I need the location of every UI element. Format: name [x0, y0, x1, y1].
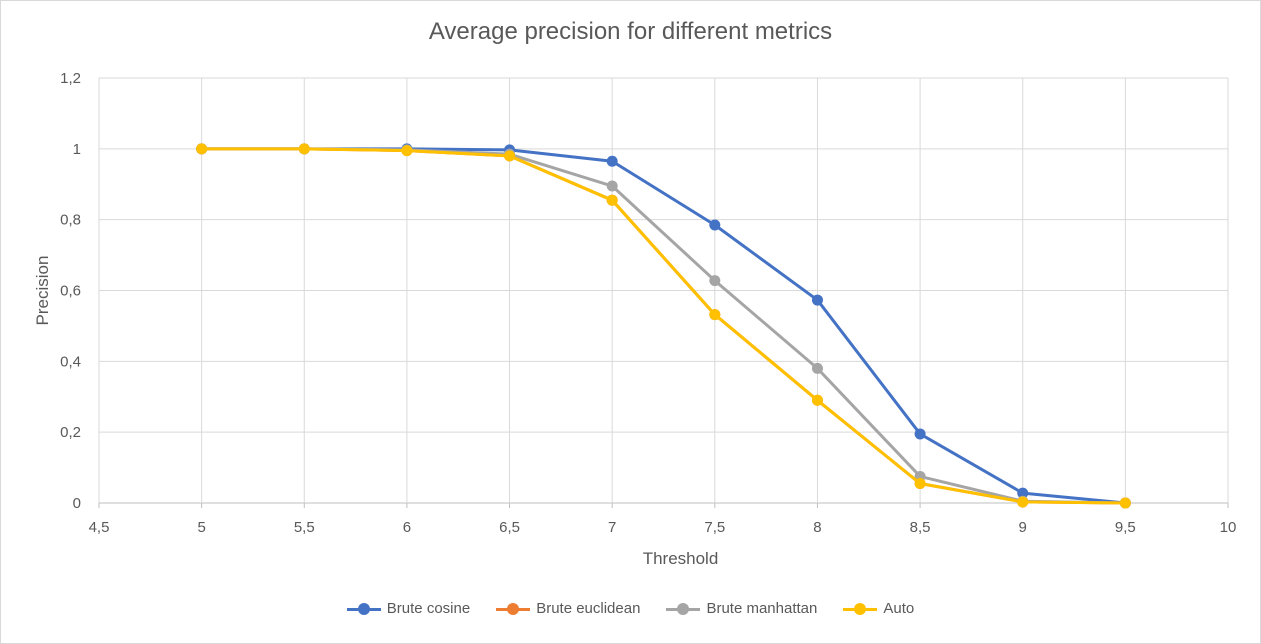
y-tick-label: 1 — [73, 141, 81, 158]
data-point-brute-cosine — [914, 428, 926, 440]
data-point-brute-manhattan — [811, 362, 823, 374]
data-point-auto — [298, 143, 310, 155]
data-point-brute-manhattan — [606, 180, 618, 192]
y-tick-label: 1,2 — [60, 70, 81, 87]
legend-swatch — [843, 602, 878, 615]
legend-item: Brute manhattan — [666, 600, 817, 617]
x-tick-label: 5,5 — [294, 519, 315, 536]
legend-label: Brute euclidean — [536, 600, 641, 617]
data-point-brute-cosine — [709, 219, 721, 231]
data-point-auto — [606, 194, 618, 206]
legend-item: Brute cosine — [346, 600, 471, 617]
data-point-auto — [1119, 497, 1131, 509]
x-tick-label: 9,5 — [1115, 519, 1136, 536]
legend: Brute cosine Brute euclidean Brute manhatt… — [0, 600, 1261, 617]
x-tick-label: 7,5 — [704, 519, 725, 536]
x-tick-label: 6 — [403, 519, 411, 536]
y-tick-label: 0,6 — [60, 283, 81, 300]
legend-swatch — [346, 602, 381, 615]
data-point-auto — [196, 143, 208, 155]
legend-label: Brute manhattan — [706, 600, 818, 617]
x-tick-label: 4,5 — [89, 519, 110, 536]
legend-label: Brute cosine — [386, 600, 471, 617]
series-line-brute-euclidean — [200, 147, 1127, 505]
data-point-brute-manhattan — [709, 275, 721, 287]
y-tick-label: 0 — [73, 495, 81, 512]
legend-swatch — [496, 602, 531, 615]
legend-item: Brute euclidean — [496, 600, 640, 617]
x-tick-label: 8 — [813, 519, 821, 536]
data-point-brute-cosine — [811, 294, 823, 306]
legend-swatch — [666, 602, 701, 615]
y-tick-label: 0,2 — [60, 424, 81, 441]
data-point-auto — [811, 394, 823, 406]
y-tick-label: 0,4 — [60, 353, 81, 370]
series-line-brute-cosine — [200, 147, 1127, 505]
x-tick-label: 5 — [197, 519, 205, 536]
x-axis-title: Threshold — [643, 549, 719, 568]
legend-item: Auto — [843, 600, 914, 617]
chart-title: Average precision for different metrics — [428, 18, 833, 45]
x-tick-label: 8,5 — [910, 519, 931, 536]
y-axis-title: Precision — [33, 256, 52, 326]
x-tick-label: 7 — [608, 519, 616, 536]
data-point-auto — [401, 145, 413, 157]
series-line-brute-manhattan — [200, 147, 1127, 505]
y-tick-label: 0,8 — [60, 212, 81, 229]
x-tick-label: 10 — [1220, 519, 1237, 536]
data-point-auto — [1017, 496, 1029, 508]
legend-label: Auto — [883, 600, 915, 617]
data-point-auto — [504, 150, 516, 162]
data-point-auto — [914, 478, 926, 490]
data-point-brute-cosine — [606, 155, 618, 167]
data-point-brute-cosine — [1017, 487, 1029, 499]
x-tick-label: 9 — [1019, 519, 1027, 536]
data-point-auto — [709, 309, 721, 321]
series-line-auto — [200, 147, 1127, 505]
x-tick-label: 6,5 — [499, 519, 520, 536]
